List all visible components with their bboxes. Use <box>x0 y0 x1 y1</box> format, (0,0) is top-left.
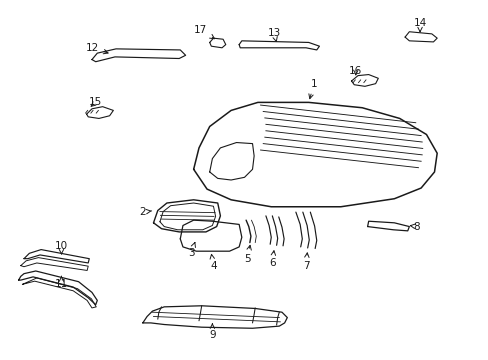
Text: 13: 13 <box>267 28 280 41</box>
Text: 17: 17 <box>194 24 214 39</box>
Text: 14: 14 <box>412 18 426 32</box>
Text: 6: 6 <box>268 251 275 268</box>
Text: 2: 2 <box>139 207 151 217</box>
Text: 4: 4 <box>210 255 216 271</box>
Text: 9: 9 <box>209 324 215 340</box>
Text: 3: 3 <box>187 243 195 258</box>
Text: 1: 1 <box>308 78 317 99</box>
Text: 10: 10 <box>55 241 68 254</box>
Text: 5: 5 <box>244 245 251 264</box>
Text: 16: 16 <box>348 66 362 76</box>
Text: 8: 8 <box>409 221 419 231</box>
Text: 7: 7 <box>302 253 309 271</box>
Text: 12: 12 <box>85 43 108 54</box>
Text: 15: 15 <box>89 98 102 107</box>
Text: 11: 11 <box>55 276 68 289</box>
